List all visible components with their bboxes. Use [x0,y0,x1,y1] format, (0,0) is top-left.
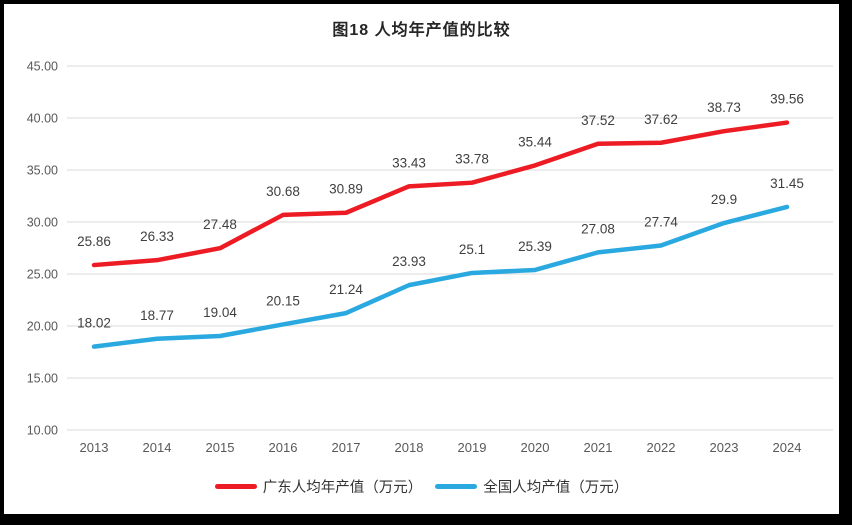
y-tick-label: 15.00 [27,372,58,386]
series-line-national [91,204,790,349]
x-tick-label: 2021 [584,440,613,455]
y-tick-label: 40.00 [27,112,58,126]
x-tick-label: 2022 [647,440,676,455]
data-label: 26.33 [140,229,174,244]
data-label: 39.56 [770,92,804,107]
data-label: 33.78 [455,152,489,167]
data-label: 29.9 [711,192,737,207]
x-tick-label: 2024 [773,440,802,455]
y-tick-label: 45.00 [27,60,58,74]
legend-label-guangdong: 广东人均年产值（万元） [262,479,423,496]
data-label: 25.86 [77,234,111,249]
legend-item-national: 全国人均产值（万元） [435,476,628,497]
legend-swatch-guangdong [214,483,257,489]
y-tick-label: 30.00 [27,216,58,230]
data-label: 21.24 [329,282,363,297]
x-tick-label: 2014 [143,440,172,455]
legend-swatch-national [435,483,478,489]
data-label: 18.77 [140,308,174,323]
data-label: 30.68 [266,184,300,199]
data-label: 18.02 [77,316,111,331]
data-label: 31.45 [770,176,804,191]
legend-label-national: 全国人均产值（万元） [483,479,629,496]
chart-title: 图18 人均年产值的比较 [332,22,511,39]
data-label: 33.43 [392,155,426,170]
data-label: 37.62 [644,112,678,127]
y-tick-label: 35.00 [27,164,58,178]
x-tick-label: 2018 [395,440,424,455]
data-label: 20.15 [266,293,300,308]
x-tick-label: 2019 [458,440,487,455]
data-label: 25.39 [518,239,552,254]
data-label: 27.74 [644,215,678,230]
data-label: 38.73 [707,100,741,115]
y-tick-label: 25.00 [27,268,58,282]
y-tick-label: 10.00 [27,424,58,438]
y-tick-label: 20.00 [27,320,58,334]
x-tick-label: 2016 [269,440,298,455]
data-label: 37.52 [581,113,615,128]
x-tick-label: 2017 [332,440,361,455]
data-label: 19.04 [203,305,237,320]
x-tick-label: 2020 [521,440,550,455]
chart-canvas: 图18 人均年产值的比较 45.00 40.00 35.00 30.00 25.00 20… [4,4,839,514]
data-label: 30.89 [329,182,363,197]
data-label: 25.1 [459,242,485,257]
x-tick-label: 2023 [710,440,739,455]
legend-item-guangdong: 广东人均年产值（万元） [214,476,423,497]
chart-legend: 广东人均年产值（万元） 全国人均产值（万元） [4,475,839,497]
data-label: 27.08 [581,221,615,236]
x-tick-label: 2015 [206,440,235,455]
series-line-guangdong [91,120,790,268]
x-tick-label: 2013 [80,440,109,455]
data-label: 35.44 [518,134,552,149]
data-label: 23.93 [392,254,426,269]
data-label: 27.48 [203,217,237,232]
plot-area: 45.00 40.00 35.00 30.00 25.00 20.00 15.00 10.00… [27,60,833,455]
